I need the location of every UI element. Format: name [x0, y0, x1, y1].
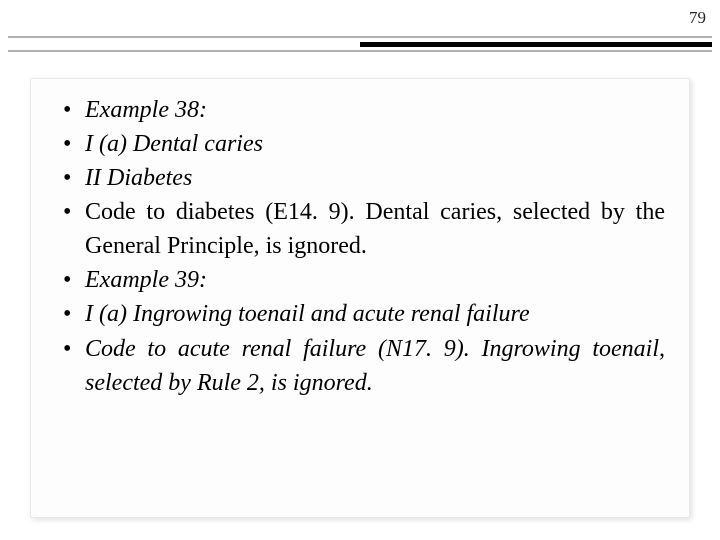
list-item: I (a) Ingrowing toenail and acute renal … — [55, 297, 665, 331]
bullet-text: Example 38: — [85, 97, 207, 123]
bullet-text: Example 39: — [85, 267, 207, 293]
header-rule-bottom — [8, 50, 712, 52]
content-panel: Example 38: I (a) Dental caries II Diabe… — [30, 78, 690, 518]
list-item: Code to acute renal failure (N17. 9). In… — [55, 332, 665, 400]
bullet-list: Example 38: I (a) Dental caries II Diabe… — [55, 93, 665, 400]
page-number: 79 — [689, 8, 706, 28]
bullet-text: Code to diabetes (E14. 9). Dental caries… — [85, 199, 665, 259]
list-item: Example 38: — [55, 93, 665, 127]
header-rule-top — [8, 36, 712, 38]
list-item: Example 39: — [55, 263, 665, 297]
bullet-text: II Diabetes — [85, 165, 192, 191]
list-item: II Diabetes — [55, 161, 665, 195]
list-item: I (a) Dental caries — [55, 127, 665, 161]
header-rule-thick — [360, 42, 712, 47]
bullet-text: I (a) Dental caries — [85, 131, 263, 157]
bullet-text: I (a) Ingrowing toenail and acute renal … — [85, 301, 530, 327]
bullet-text: Code to acute renal failure (N17. 9). In… — [85, 336, 665, 396]
list-item: Code to diabetes (E14. 9). Dental caries… — [55, 195, 665, 263]
